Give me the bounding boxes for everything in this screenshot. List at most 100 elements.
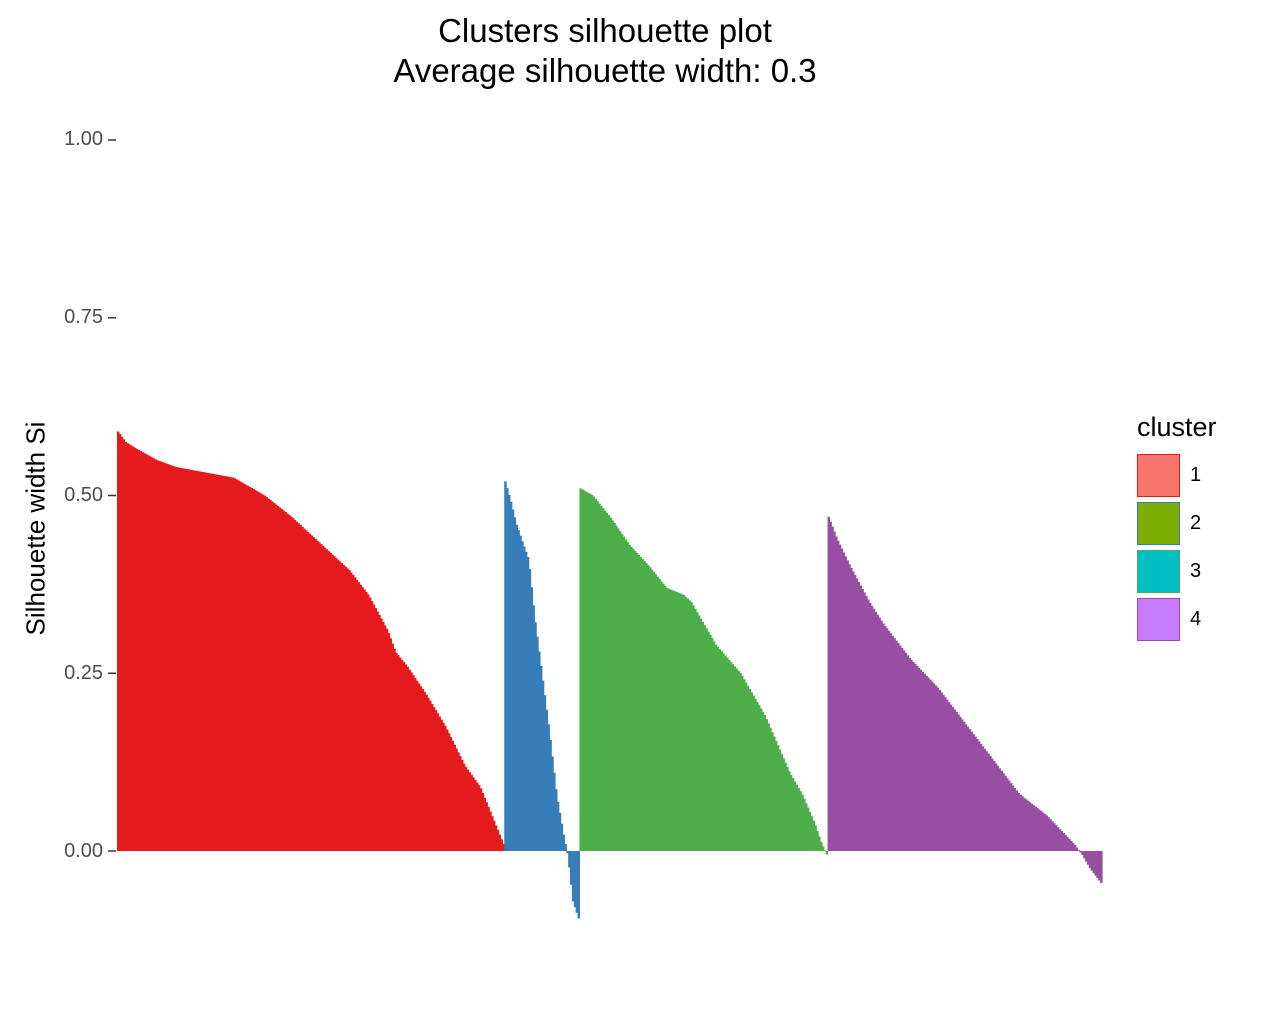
legend-key-4 (1137, 597, 1180, 641)
silhouette-bar (758, 705, 761, 851)
silhouette-bar (1058, 829, 1062, 851)
silhouette-bar (878, 617, 881, 851)
silhouette-bar (470, 774, 473, 851)
silhouette-bar (1038, 809, 1041, 851)
silhouette-bar (910, 660, 913, 851)
silhouette-bar (451, 740, 455, 851)
silhouette-bar (158, 460, 161, 851)
silhouette-bar (434, 710, 438, 851)
silhouette-bar (607, 515, 611, 851)
silhouette-bar (799, 791, 802, 851)
silhouette-bar (130, 445, 133, 851)
silhouette-bar (263, 495, 267, 851)
silhouette-bar (720, 651, 723, 851)
silhouette-bar (793, 781, 797, 851)
silhouette-bar (874, 611, 878, 851)
silhouette-bar (925, 675, 928, 851)
silhouette-bar (321, 545, 325, 851)
silhouette-bar (235, 479, 238, 851)
silhouette-bar (705, 628, 708, 851)
silhouette-bar (989, 756, 992, 851)
silhouette-bar (633, 550, 637, 851)
silhouette-bar (741, 676, 744, 851)
silhouette-bar (378, 614, 381, 851)
silhouette-bar (635, 553, 639, 851)
silhouette-bar (415, 680, 419, 851)
silhouette-bar (457, 752, 460, 851)
silhouette-bar (284, 512, 287, 851)
silhouette-bar (714, 644, 718, 851)
silhouette-bar (237, 480, 240, 851)
silhouette-bar (472, 777, 475, 851)
legend-label: 4 (1190, 607, 1202, 630)
silhouette-bar (927, 677, 930, 851)
silhouette-bar (889, 633, 893, 851)
silhouette-bar (771, 732, 774, 851)
silhouette-bar (867, 599, 870, 851)
silhouette-bar (344, 566, 347, 851)
silhouette-bar (600, 505, 603, 851)
silhouette-bar (397, 655, 400, 851)
silhouette-bar (494, 825, 498, 851)
silhouette-bar (160, 461, 163, 851)
silhouette-bar (350, 572, 353, 851)
silhouette-bar (474, 779, 477, 851)
silhouette-bar (137, 450, 141, 851)
silhouette-bar (617, 528, 620, 851)
silhouette-bar (553, 772, 556, 851)
silhouette-bar (564, 844, 567, 851)
silhouette-bar (186, 469, 190, 851)
silhouette-bar (961, 719, 964, 851)
silhouette-bar (656, 576, 659, 851)
silhouette-bar (979, 743, 983, 851)
silhouette-bar (880, 620, 883, 851)
silhouette-bar (203, 472, 206, 851)
silhouette-bar (906, 655, 909, 851)
silhouette-bar (919, 669, 923, 851)
silhouette-bar (844, 556, 847, 851)
silhouette-bar (953, 709, 956, 851)
silhouette-bar (318, 542, 321, 851)
cluster-4-bars (827, 516, 1103, 883)
silhouette-bar (207, 473, 210, 851)
silhouette-bar (560, 823, 564, 851)
silhouette-bar (355, 579, 359, 851)
silhouette-bar (126, 443, 129, 851)
silhouette-bar (152, 458, 156, 851)
silhouette-bar (645, 563, 648, 851)
silhouette-bar (1096, 851, 1099, 879)
legend-entry: 3 (1137, 547, 1217, 595)
silhouette-bar (447, 733, 451, 851)
silhouette-bar (154, 459, 158, 851)
silhouette-bar (331, 554, 334, 851)
silhouette-bar (739, 672, 742, 851)
silhouette-bar (825, 851, 829, 855)
silhouette-bar (363, 589, 366, 851)
silhouette-bar (690, 602, 693, 851)
silhouette-bar (387, 633, 391, 851)
silhouette-bar (117, 431, 120, 851)
silhouette-bar (194, 470, 197, 851)
silhouette-bar (1075, 847, 1079, 851)
silhouette-bar (515, 524, 518, 851)
silhouette-bar (662, 583, 665, 851)
silhouette-bar (583, 490, 586, 851)
silhouette-bar (632, 548, 635, 851)
silhouette-bar (489, 811, 492, 851)
silhouette-bar (744, 682, 748, 851)
silhouette-bar (983, 748, 987, 851)
silhouette-bar (876, 614, 879, 851)
silhouette-bar (556, 801, 560, 851)
silhouette-bar (883, 625, 887, 851)
silhouette-bar (429, 700, 432, 851)
silhouette-bar (630, 546, 633, 851)
silhouette-bar (639, 557, 643, 851)
silhouette-bar (1066, 837, 1069, 851)
silhouette-bar (306, 532, 310, 851)
silhouette-bar (278, 507, 282, 851)
silhouette-bar (665, 588, 669, 851)
silhouette-bar (870, 605, 874, 851)
silhouette-bar (297, 523, 300, 851)
silhouette-bar (609, 517, 612, 851)
